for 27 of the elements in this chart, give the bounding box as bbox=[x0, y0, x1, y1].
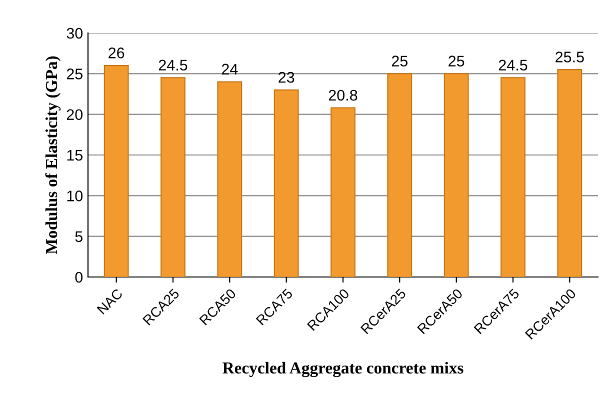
y-axis-title: Modulus of Elasticity (GPa) bbox=[45, 56, 61, 254]
data-label: 24.5 bbox=[158, 60, 188, 71]
y-tick-label: 0 bbox=[75, 272, 83, 283]
y-tick-label: 30 bbox=[66, 28, 83, 39]
data-label: 24 bbox=[222, 64, 238, 74]
y-tick-label: 20 bbox=[66, 109, 83, 120]
data-label: 25 bbox=[392, 56, 408, 66]
data-label: 20.8 bbox=[328, 90, 358, 101]
bar bbox=[387, 73, 412, 277]
x-axis-title: Recycled Aggregate concrete mixs bbox=[222, 362, 464, 378]
y-tick-label: 15 bbox=[67, 150, 82, 161]
bar bbox=[274, 89, 299, 277]
data-label: 23 bbox=[278, 72, 294, 83]
bar bbox=[330, 107, 356, 277]
bar bbox=[160, 77, 186, 277]
bar bbox=[557, 69, 582, 277]
data-label: 25 bbox=[448, 56, 464, 66]
bar bbox=[500, 77, 526, 277]
y-tick-label: 10 bbox=[67, 190, 83, 202]
bar bbox=[104, 64, 129, 277]
y-tick-label: 25 bbox=[66, 68, 82, 80]
data-label: 26 bbox=[108, 48, 124, 58]
data-label: 25.5 bbox=[556, 52, 584, 62]
bar bbox=[444, 73, 469, 277]
bar bbox=[217, 81, 242, 277]
data-label: 24.5 bbox=[498, 60, 528, 71]
y-tick-label: 5 bbox=[75, 231, 82, 242]
